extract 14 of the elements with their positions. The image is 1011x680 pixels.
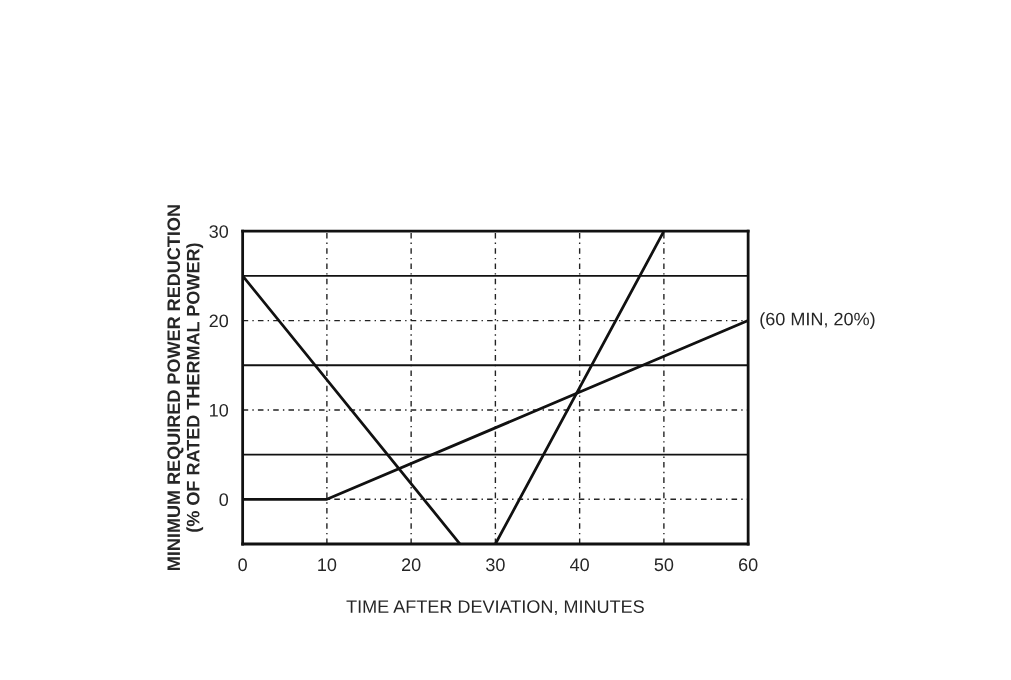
x-tick-label: 40	[570, 558, 589, 572]
y-tick-label: 10	[210, 403, 229, 417]
x-axis-title: TIME AFTER DEVIATION, MINUTES	[346, 600, 644, 616]
x-tick-label: 50	[654, 558, 674, 572]
y-tick-label: 0	[219, 493, 229, 507]
y-tick-label: 20	[209, 314, 229, 328]
x-tick-label: 60	[739, 558, 758, 572]
x-tick-label: 20	[402, 558, 421, 572]
y-axis-title: MINIMUM REQUIRED POWER REDUCTION (% OF RATED THERMAL POWER)	[167, 205, 204, 570]
annotation: (60 MIN, 20%)	[760, 312, 875, 329]
x-tick-label: 10	[318, 558, 337, 572]
x-tick-label: 0	[238, 558, 247, 572]
y-tick-label: 30	[209, 225, 229, 238]
x-tick-label: 30	[486, 558, 505, 572]
